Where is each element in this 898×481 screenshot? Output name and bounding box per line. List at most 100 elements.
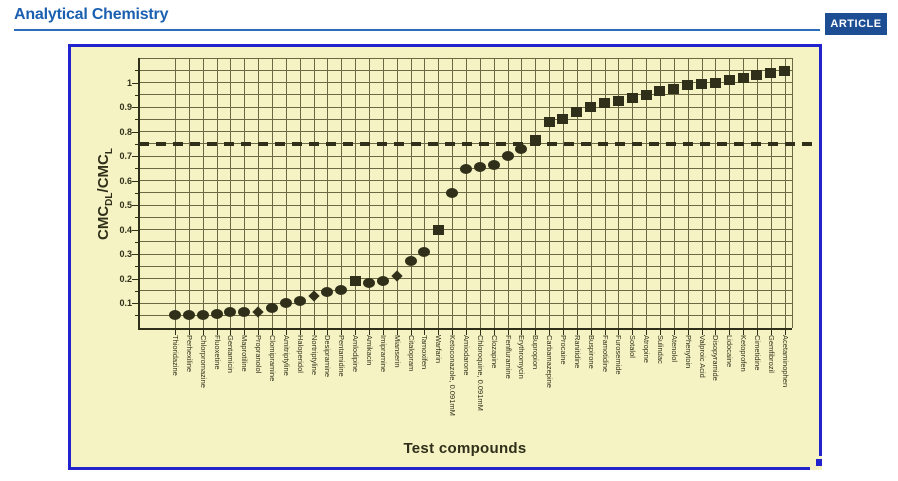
figure-border-bottom	[68, 467, 810, 470]
x-category-label: Chloroquine, 0.091mM	[475, 335, 485, 411]
journal-title: Analytical Chemistry	[14, 6, 169, 23]
data-point-marker	[640, 89, 652, 100]
x-tick	[258, 329, 260, 335]
y-major-tick	[132, 303, 138, 304]
data-point-marker	[376, 275, 389, 286]
y-major-tick	[132, 278, 138, 280]
vertical-gridline	[562, 58, 564, 328]
y-axis-title-segment: /CMC	[95, 154, 112, 193]
y-minor-tick	[135, 290, 138, 292]
article-badge: ARTICLE	[825, 13, 887, 35]
y-major-tick	[132, 229, 138, 231]
data-point-marker	[293, 295, 306, 306]
data-point-marker	[737, 72, 749, 83]
header-rule	[14, 29, 820, 31]
vertical-gridline	[299, 58, 301, 328]
y-axis-title: CMCDL/CMCL	[94, 94, 115, 294]
horizontal-gridline	[138, 180, 792, 181]
x-category-label: Erythromycin	[517, 335, 527, 379]
x-tick	[632, 329, 634, 335]
vertical-gridline	[770, 58, 772, 328]
horizontal-gridline	[138, 82, 792, 83]
vertical-gridline	[438, 58, 440, 328]
x-tick	[452, 329, 454, 335]
x-category-label: Procaine	[558, 335, 568, 365]
x-tick	[604, 329, 606, 335]
y-minor-tick	[135, 266, 138, 268]
horizontal-gridline	[138, 106, 792, 108]
vertical-gridline	[646, 58, 648, 328]
y-tick-label: 0.2	[119, 273, 132, 284]
y-axis-title-segment: CMC	[95, 205, 112, 240]
x-axis-title: Test compounds	[403, 440, 527, 457]
horizontal-gridline	[138, 204, 792, 206]
vertical-gridline	[549, 58, 551, 328]
x-tick	[673, 329, 675, 335]
vertical-gridline	[202, 58, 204, 328]
vertical-gridline	[396, 58, 398, 328]
x-category-label: Propranolol	[254, 335, 264, 374]
x-tick	[507, 329, 509, 335]
x-category-label: Carbamazepine	[545, 335, 555, 388]
figure-border-top	[68, 44, 822, 47]
horizontal-gridline	[138, 290, 792, 292]
x-tick	[521, 329, 523, 335]
x-category-label: Fenfluramine	[503, 335, 513, 379]
x-category-label: Desipramine	[323, 335, 333, 378]
horizontal-gridline	[138, 314, 792, 316]
x-category-label: Famotidine	[600, 335, 610, 373]
y-axis-title-segment: L	[104, 148, 115, 155]
x-category-label: Mianserin	[392, 335, 402, 368]
y-tick-label: 0.5	[119, 200, 132, 210]
horizontal-gridline	[138, 278, 792, 279]
vertical-gridline	[729, 58, 731, 328]
x-category-label: Clozapine	[489, 335, 499, 369]
x-tick	[438, 329, 440, 335]
x-tick	[382, 329, 384, 335]
x-tick	[188, 329, 190, 335]
x-category-label: Phenytoin	[683, 335, 693, 369]
vertical-gridline	[188, 58, 190, 328]
y-major-tick	[132, 156, 138, 157]
x-category-label: Disopyramide	[711, 335, 721, 381]
x-tick	[410, 329, 412, 335]
x-category-label: Amitriptyline	[281, 335, 291, 376]
x-category-label: Maprotiline	[240, 335, 250, 372]
x-category-label: Tamoxifen	[420, 335, 430, 370]
x-tick	[465, 329, 467, 335]
x-tick	[646, 329, 648, 335]
vertical-gridline	[521, 58, 523, 328]
data-point-marker	[335, 284, 348, 295]
y-tick-label: 1	[126, 77, 132, 88]
x-tick	[535, 329, 537, 335]
x-tick	[355, 329, 357, 335]
vertical-gridline	[479, 58, 481, 328]
vertical-gridline	[285, 58, 287, 328]
horizontal-gridline	[138, 216, 792, 218]
x-tick	[562, 329, 564, 335]
data-point-marker	[238, 306, 251, 317]
x-tick	[743, 329, 745, 335]
data-point-marker	[446, 187, 459, 198]
vertical-gridline	[424, 58, 426, 328]
threshold-dashed-line	[139, 141, 819, 146]
y-minor-tick	[135, 168, 138, 170]
data-point-marker	[585, 102, 597, 112]
x-tick	[493, 329, 495, 335]
y-minor-tick	[135, 70, 138, 72]
y-major-tick	[132, 254, 138, 255]
horizontal-gridline	[138, 155, 792, 157]
data-point-marker	[557, 114, 569, 125]
x-tick	[368, 329, 370, 335]
data-point-marker	[210, 309, 223, 320]
figure-border-corner-fragment	[816, 459, 822, 466]
x-category-label: Sotalol	[628, 335, 638, 358]
data-point-marker	[765, 67, 777, 78]
vertical-gridline	[258, 58, 260, 328]
data-point-marker	[279, 298, 292, 308]
horizontal-gridline	[138, 229, 792, 230]
y-major-tick	[132, 107, 138, 108]
vertical-gridline	[743, 58, 745, 328]
x-category-label: Cimetidine	[752, 335, 762, 371]
